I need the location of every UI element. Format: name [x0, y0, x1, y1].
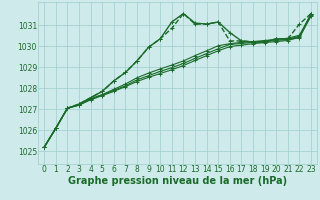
- X-axis label: Graphe pression niveau de la mer (hPa): Graphe pression niveau de la mer (hPa): [68, 176, 287, 186]
